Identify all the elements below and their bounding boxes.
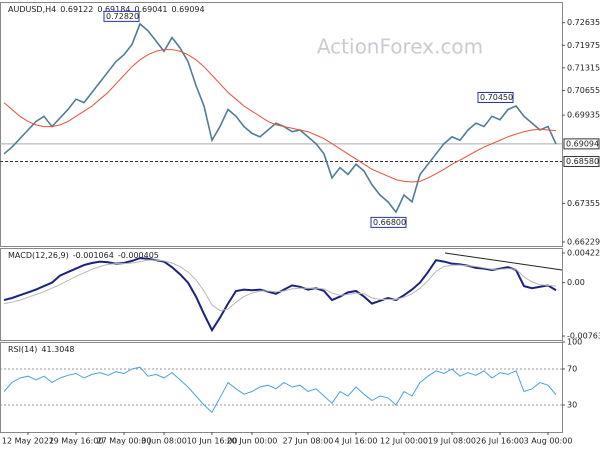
panel-frame xyxy=(0,2,563,247)
support-label: 0.68580 xyxy=(566,157,599,166)
y-tick-label: 100 xyxy=(567,338,582,347)
readout-value: 41.3048 xyxy=(41,345,74,354)
y-tick-label: 0.004229 xyxy=(567,248,600,257)
panel-header: MACD(12,26,9) -0.001064 -0.000405 xyxy=(8,251,159,260)
y-tick-label: -0.007633 xyxy=(567,332,600,341)
x-tick-label: 3 Aug 00:00 xyxy=(524,437,573,446)
readout-value: 0.69041 xyxy=(134,5,167,14)
x-tick-label: 10 Jun 16:00 xyxy=(187,437,238,446)
trend-line xyxy=(444,252,563,271)
readout-value: 0.69184 xyxy=(97,5,130,14)
y-tick-label: 0.66229 xyxy=(567,237,600,246)
y-tick-label: 0.00 xyxy=(567,278,585,287)
x-tick-label: 19 May 16:00 xyxy=(49,437,104,446)
panel-title: RSI(14) xyxy=(8,345,37,354)
watermark: ActionForex.com xyxy=(317,35,483,59)
y-tick-label: 0.71315 xyxy=(567,63,600,72)
series-line xyxy=(3,49,557,183)
current-price-label: 0.69094 xyxy=(566,139,599,148)
price-box xyxy=(563,138,600,150)
x-tick-label: 26 Jul 16:00 xyxy=(476,437,524,446)
readout-value: 0.69094 xyxy=(172,5,205,14)
annotation-box xyxy=(370,216,407,228)
annotation-box xyxy=(103,10,140,22)
x-tick-label: 4 Jul 16:00 xyxy=(335,437,378,446)
price-box xyxy=(563,155,600,167)
readout-value: -0.001064 xyxy=(73,251,114,260)
y-tick-label: 0.71975 xyxy=(567,41,600,50)
panel-frame xyxy=(0,342,563,433)
annotation-label: 0.72820 xyxy=(106,12,139,21)
series-line xyxy=(3,22,557,214)
series-line xyxy=(3,366,557,413)
x-tick-label: 20 Jun 00:00 xyxy=(227,437,278,446)
x-tick-label: 19 Jul 08:00 xyxy=(428,437,476,446)
panel-header: AUDUSD,H4 0.69122 0.69184 0.69041 0.69094 xyxy=(8,5,205,14)
x-tick-label: 27 May 00:00 xyxy=(97,437,152,446)
readout-value: -0.000405 xyxy=(118,251,159,260)
y-tick-label: 0.67355 xyxy=(567,199,600,208)
panel-title: MACD(12,26,9) xyxy=(8,251,69,260)
y-tick-label: 70 xyxy=(567,365,577,374)
panel-header: RSI(14) 41.3048 xyxy=(8,345,75,354)
x-tick-label: 12 Jul 00:00 xyxy=(380,437,428,446)
x-tick-label: 27 Jun 08:00 xyxy=(283,437,334,446)
annotation-box xyxy=(477,91,514,103)
y-tick-label: 0.70655 xyxy=(567,86,600,95)
y-tick-label: 0.72635 xyxy=(567,18,600,27)
x-tick-label: 3 Jun 08:00 xyxy=(141,437,187,446)
panel-frame xyxy=(0,248,563,341)
annotation-label: 0.70450 xyxy=(480,93,513,102)
x-tick-label: 12 May 2022 xyxy=(2,437,54,446)
readout-value: 0.69122 xyxy=(60,5,93,14)
panel-title: AUDUSD,H4 xyxy=(8,5,56,14)
y-tick-label: 30 xyxy=(567,401,577,410)
y-tick-label: 0.69935 xyxy=(567,111,600,120)
annotation-label: 0.66800 xyxy=(373,218,406,227)
series-line xyxy=(3,259,557,312)
